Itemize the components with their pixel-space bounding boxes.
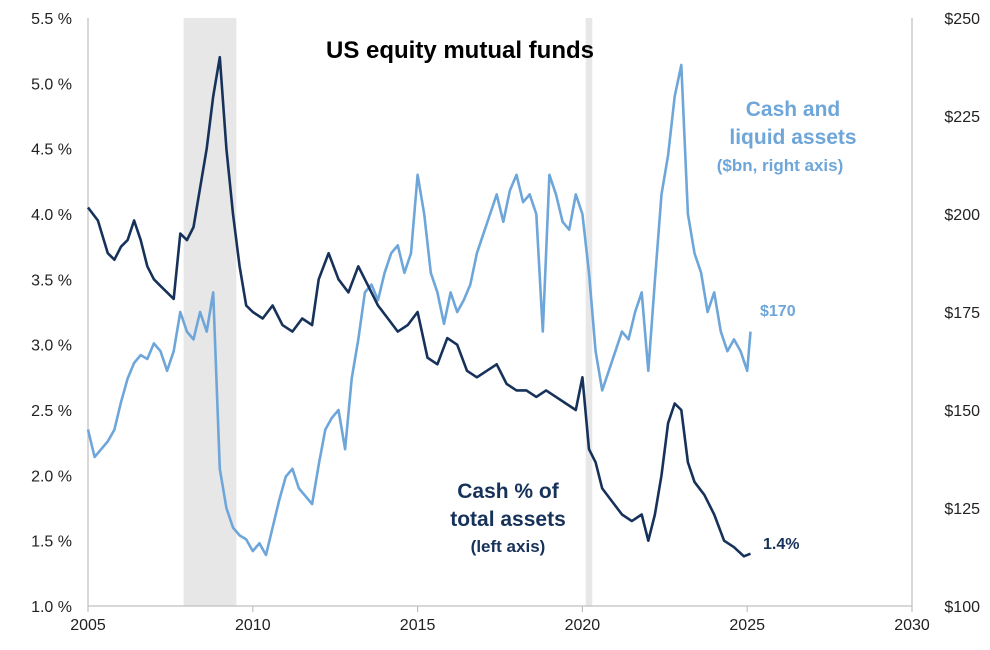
- y-right-tick-label: $175: [944, 305, 980, 322]
- series-label-line: (left axis): [471, 537, 546, 556]
- line-cash-pct: [86, 55, 751, 558]
- x-tick-label: 2005: [70, 617, 106, 634]
- series-cash-pct: [86, 55, 751, 558]
- y-left-tick-label: 5.0 %: [31, 76, 72, 93]
- y-right-tick-label: $100: [944, 599, 980, 616]
- series-label-line: Cash and: [746, 98, 841, 121]
- x-tick-label: 2015: [400, 617, 436, 634]
- x-axis-ticks: 2005 2010 2015 2020 2025 2030: [70, 606, 930, 634]
- x-tick-label: 2020: [565, 617, 601, 634]
- y-right-tick-label: $150: [944, 403, 980, 420]
- series-label-line: ($bn, right axis): [717, 156, 844, 175]
- y-left-tick-label: 2.5 %: [31, 403, 72, 420]
- y-left-tick-label: 1.5 %: [31, 534, 72, 551]
- end-label-cash-assets: $170: [760, 303, 796, 320]
- y-right-tick-label: $125: [944, 501, 980, 518]
- x-tick-label: 2010: [235, 617, 271, 634]
- x-tick-label: 2030: [894, 617, 930, 634]
- y-left-tick-label: 5.5 %: [31, 11, 72, 28]
- chart-title: US equity mutual funds: [326, 37, 594, 64]
- y-right-tick-label: $250: [944, 11, 980, 28]
- series-label-line: Cash % of: [457, 480, 560, 503]
- series-label-cash-pct: Cash % of total assets (left axis): [450, 480, 566, 556]
- end-label-cash-pct: 1.4%: [763, 536, 799, 553]
- line-cash-assets: [86, 63, 752, 557]
- y-left-tick-label: 4.5 %: [31, 142, 72, 159]
- y-left-tick-label: 2.0 %: [31, 468, 72, 485]
- y-right-tick-label: $225: [944, 109, 980, 126]
- y-left-tick-label: 4.0 %: [31, 207, 72, 224]
- y-left-tick-label: 3.5 %: [31, 272, 72, 289]
- plot-frame: [87, 18, 913, 607]
- series-label-line: liquid assets: [729, 126, 856, 149]
- shaded-period: [585, 18, 593, 606]
- x-tick-label: 2025: [729, 617, 765, 634]
- y-right-axis-ticks: $100 $125 $150 $175 $200 $225 $250: [944, 11, 980, 616]
- y-left-tick-label: 3.0 %: [31, 338, 72, 355]
- y-left-tick-label: 1.0 %: [31, 599, 72, 616]
- series-cash-assets: [86, 63, 752, 557]
- y-left-axis-ticks: 1.0 % 1.5 % 2.0 % 2.5 % 3.0 % 3.5 % 4.0 % 4.5 %…: [31, 11, 72, 616]
- y-right-tick-label: $200: [944, 207, 980, 224]
- series-label-line: total assets: [450, 508, 566, 531]
- series-label-cash-assets: Cash and liquid assets ($bn, right axis): [717, 98, 857, 175]
